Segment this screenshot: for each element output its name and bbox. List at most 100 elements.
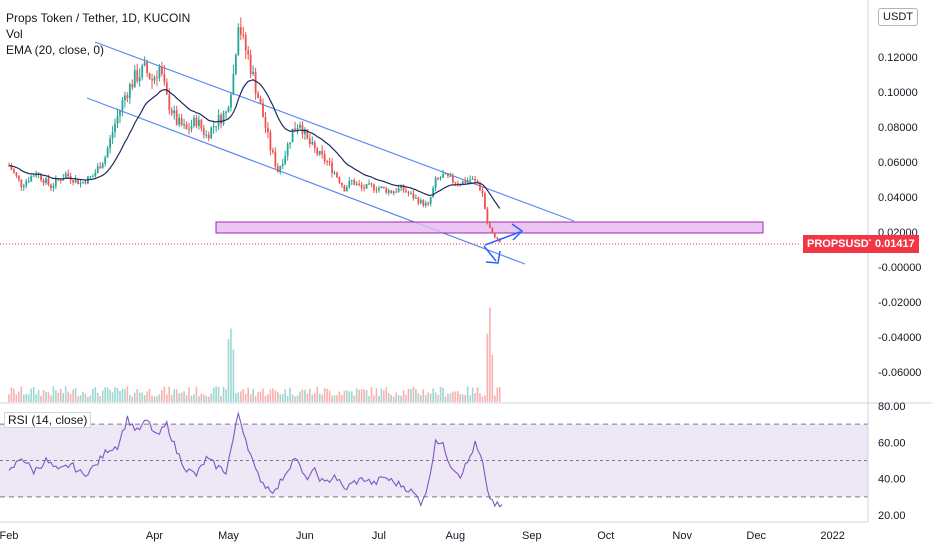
- volume-bar: [217, 387, 220, 402]
- volume-bar: [491, 354, 494, 402]
- volume-bar: [235, 393, 237, 402]
- rsi-line: [8, 411, 503, 508]
- volume-bar: [212, 387, 215, 402]
- time-axis[interactable]: Feb Apr May Jun Jul Aug Sep Oct Nov Dec 2022: [0, 530, 845, 542]
- candle-body: [442, 174, 444, 178]
- candle-body: [350, 180, 353, 182]
- volume-bar: [286, 395, 289, 402]
- candle-body: [67, 173, 70, 177]
- candle-body: [491, 228, 494, 233]
- candle-body: [193, 117, 195, 126]
- candle-body: [496, 237, 499, 239]
- volume-bar: [111, 392, 114, 402]
- volume-bar: [227, 339, 230, 402]
- candle-body: [188, 129, 190, 131]
- candle-body: [116, 115, 119, 124]
- time-tick-label: Jul: [372, 530, 386, 542]
- candle-body: [493, 232, 496, 238]
- channel-lower-line[interactable]: [86, 97, 526, 265]
- volume-bar: [124, 389, 126, 402]
- ema-line: [8, 79, 501, 209]
- candle-body: [153, 77, 156, 81]
- volume-bar: [62, 392, 65, 402]
- volume-bar: [230, 328, 232, 402]
- volume-bar: [200, 393, 203, 402]
- candle-body: [289, 142, 292, 145]
- candle-body: [313, 142, 316, 149]
- volume-bar: [133, 392, 136, 402]
- candle-body: [227, 107, 230, 112]
- candle-body: [444, 173, 447, 175]
- candle-body: [220, 114, 222, 124]
- candle-body: [276, 166, 279, 173]
- candle-body: [281, 163, 284, 167]
- candle-body: [355, 183, 358, 185]
- volume-bar: [474, 393, 476, 402]
- volume-bar: [415, 388, 417, 402]
- volume-bar: [259, 391, 262, 402]
- candle-body: [365, 183, 368, 189]
- candle-body: [464, 181, 467, 184]
- volume-bar: [92, 388, 94, 402]
- ema-indicator-label[interactable]: EMA (20, close, 0): [6, 43, 105, 57]
- volume-bar: [195, 386, 198, 402]
- volume-bar: [119, 390, 121, 402]
- volume-bar: [168, 386, 171, 402]
- candle-body: [474, 179, 476, 181]
- candle-body: [311, 142, 314, 145]
- candle-body: [358, 183, 361, 185]
- candle-body: [232, 74, 235, 95]
- candle-body: [439, 177, 442, 179]
- currency-badge[interactable]: USDT: [878, 8, 918, 26]
- candle-body: [262, 103, 264, 118]
- volume-indicator-label[interactable]: Vol: [6, 27, 23, 41]
- volume-bar: [454, 391, 457, 402]
- volume-bar: [82, 391, 84, 402]
- volume-bar: [424, 395, 427, 402]
- symbol-title[interactable]: Props Token / Tether, 1D, KUCOIN: [6, 11, 191, 25]
- descending-channel[interactable]: [86, 41, 575, 265]
- volume-bar: [476, 387, 479, 402]
- arrow-down[interactable]: [483, 245, 497, 262]
- volume-bar: [148, 388, 151, 402]
- candle-body: [111, 132, 114, 139]
- candle-body: [156, 77, 158, 79]
- volume-bar: [220, 396, 222, 402]
- candle-body: [447, 173, 449, 177]
- rsi-tick-label: 80.00: [878, 401, 906, 413]
- volume-bar: [368, 396, 370, 402]
- rsi-indicator-label[interactable]: RSI (14, close): [4, 412, 92, 428]
- candle-body: [35, 174, 38, 176]
- candle-body: [461, 181, 464, 186]
- candle-body: [190, 125, 193, 130]
- volume-bar: [350, 391, 353, 402]
- candle-body: [348, 181, 351, 188]
- volume-bar: [156, 396, 158, 402]
- arrow-up[interactable]: [484, 231, 521, 246]
- volume-bar: [262, 388, 264, 402]
- volume-bar: [279, 394, 282, 402]
- candle-body: [375, 189, 378, 191]
- candle-body: [72, 180, 75, 183]
- candle-body: [133, 70, 136, 88]
- candle-body: [296, 128, 299, 131]
- candle-body: [257, 93, 259, 99]
- volume-bar: [8, 394, 10, 402]
- candle-body: [163, 74, 166, 83]
- time-tick-label: Feb: [0, 530, 18, 542]
- volume-bar: [50, 395, 52, 402]
- candle-body: [341, 182, 343, 186]
- channel-upper-line[interactable]: [94, 41, 575, 222]
- volume-bar: [175, 389, 178, 402]
- candle-body: [82, 181, 84, 183]
- candle-body: [247, 50, 250, 55]
- rsi-axis[interactable]: 20.00 40.00 60.00 80.00: [878, 401, 906, 522]
- candle-body: [254, 72, 257, 94]
- price-axis[interactable]: -0.06000-0.04000-0.02000-0.000000.020000…: [878, 17, 921, 379]
- candle-body: [173, 110, 176, 114]
- volume-bar: [232, 349, 235, 402]
- candle-body: [304, 129, 306, 135]
- volume-bar: [170, 395, 173, 402]
- projection-arrows[interactable]: [483, 223, 524, 264]
